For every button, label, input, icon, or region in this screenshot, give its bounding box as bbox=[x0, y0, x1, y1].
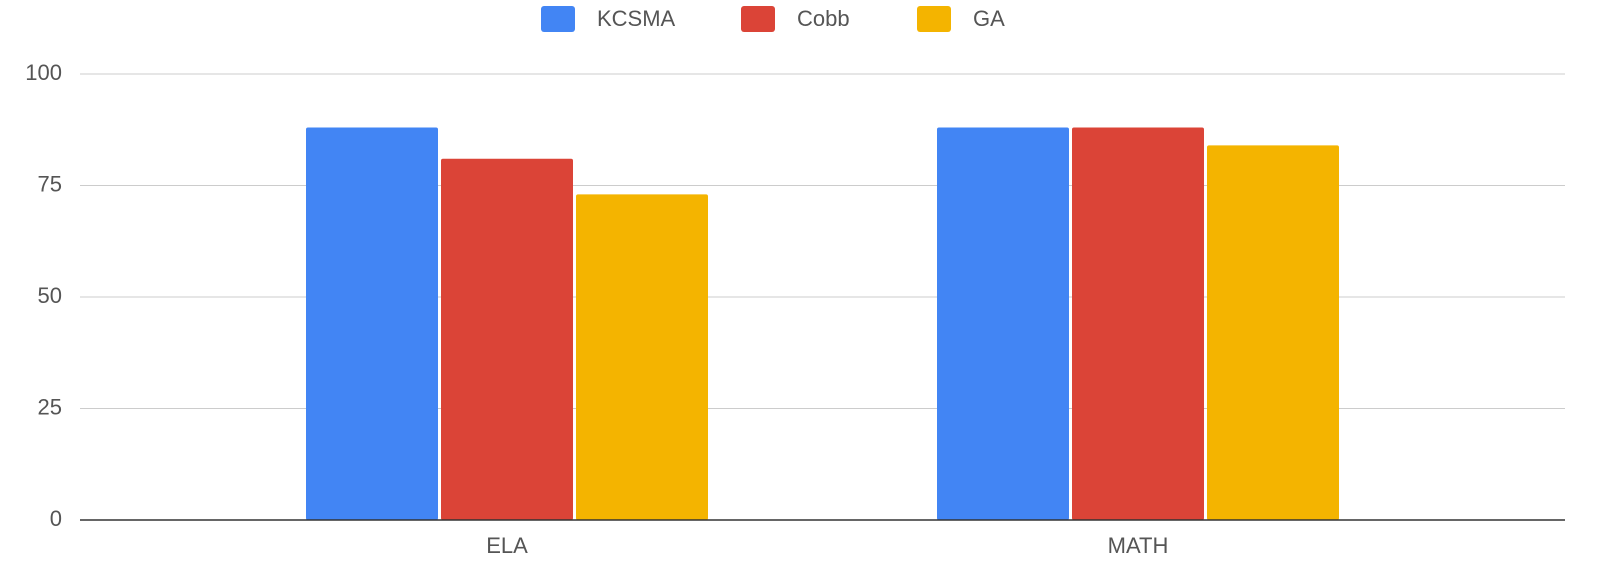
y-tick-label: 0 bbox=[50, 506, 62, 531]
y-tick-label: 75 bbox=[38, 171, 62, 196]
x-tick-label: MATH bbox=[1108, 533, 1169, 558]
bar bbox=[441, 158, 573, 521]
bar bbox=[306, 127, 438, 521]
legend-label: Cobb bbox=[797, 6, 850, 31]
y-tick-label: 100 bbox=[25, 60, 62, 85]
legend-swatch bbox=[541, 6, 575, 32]
bar bbox=[576, 194, 708, 521]
legend-swatch bbox=[917, 6, 951, 32]
y-tick-label: 50 bbox=[38, 283, 62, 308]
legend-label: KCSMA bbox=[597, 6, 676, 31]
legend-swatch bbox=[741, 6, 775, 32]
y-tick-label: 25 bbox=[38, 394, 62, 419]
x-tick-label: ELA bbox=[486, 533, 528, 558]
bar bbox=[937, 127, 1069, 521]
bar bbox=[1207, 145, 1339, 521]
bar bbox=[1072, 127, 1204, 521]
legend-label: GA bbox=[973, 6, 1005, 31]
